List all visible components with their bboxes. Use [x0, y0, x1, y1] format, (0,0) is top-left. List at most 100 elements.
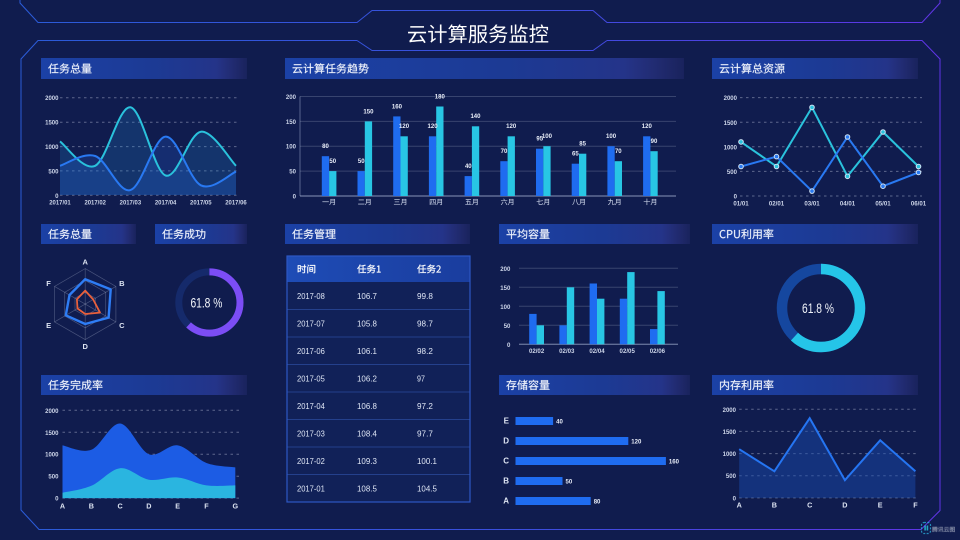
svg-text:D: D — [146, 501, 151, 510]
svg-text:C: C — [119, 321, 125, 330]
svg-text:160: 160 — [669, 459, 679, 466]
svg-text:C: C — [503, 457, 509, 466]
svg-text:70: 70 — [615, 148, 622, 155]
svg-text:180: 180 — [435, 93, 445, 100]
svg-text:106.7: 106.7 — [357, 291, 377, 301]
svg-text:500: 500 — [727, 169, 737, 176]
svg-text:0: 0 — [733, 495, 737, 502]
svg-text:2017-04: 2017-04 — [297, 401, 325, 411]
svg-text:105.8: 105.8 — [357, 318, 377, 328]
svg-text:200: 200 — [500, 266, 510, 273]
svg-text:50: 50 — [329, 158, 336, 165]
svg-text:80: 80 — [594, 499, 601, 506]
svg-text:0: 0 — [734, 194, 738, 201]
svg-text:150: 150 — [363, 108, 373, 115]
svg-text:40: 40 — [465, 163, 472, 170]
svg-text:500: 500 — [726, 473, 736, 480]
svg-text:D: D — [842, 501, 847, 510]
svg-text:120: 120 — [642, 123, 652, 130]
svg-text:2000: 2000 — [45, 408, 59, 415]
svg-text:01/01: 01/01 — [733, 200, 748, 207]
svg-text:65: 65 — [572, 151, 579, 158]
svg-text:150: 150 — [500, 285, 510, 292]
svg-text:F: F — [46, 279, 51, 288]
svg-text:05/01: 05/01 — [875, 200, 890, 207]
svg-text:98.7: 98.7 — [417, 318, 433, 328]
svg-text:1500: 1500 — [45, 430, 59, 437]
svg-text:85: 85 — [579, 141, 586, 148]
svg-text:02/05: 02/05 — [620, 348, 635, 355]
svg-text:2017-03: 2017-03 — [297, 428, 325, 438]
svg-text:100: 100 — [500, 304, 510, 311]
svg-text:2017/06: 2017/06 — [225, 199, 247, 206]
svg-text:0: 0 — [55, 193, 59, 200]
svg-text:120: 120 — [631, 439, 641, 446]
svg-text:E: E — [878, 501, 883, 510]
svg-text:104.5: 104.5 — [417, 483, 437, 493]
svg-text:2017/01: 2017/01 — [49, 199, 71, 206]
svg-text:02/04: 02/04 — [589, 348, 604, 355]
svg-text:100: 100 — [286, 144, 296, 151]
svg-text:50: 50 — [566, 479, 573, 486]
svg-text:90: 90 — [651, 138, 658, 145]
svg-text:97: 97 — [417, 373, 425, 383]
svg-text:02/02: 02/02 — [529, 348, 544, 355]
svg-text:2017-01: 2017-01 — [297, 483, 325, 493]
svg-text:150: 150 — [286, 119, 296, 126]
svg-text:50: 50 — [358, 158, 365, 165]
svg-text:100: 100 — [542, 133, 552, 140]
svg-text:50: 50 — [289, 169, 296, 176]
svg-text:2017-05: 2017-05 — [297, 373, 325, 383]
svg-text:1000: 1000 — [45, 144, 59, 151]
svg-text:1000: 1000 — [45, 452, 59, 459]
svg-text:02/03: 02/03 — [559, 348, 574, 355]
svg-text:108.4: 108.4 — [357, 428, 377, 438]
svg-text:A: A — [737, 501, 742, 510]
svg-text:106.1: 106.1 — [357, 346, 377, 356]
svg-text:06/01: 06/01 — [911, 200, 926, 207]
svg-text:120: 120 — [428, 123, 438, 130]
svg-text:2000: 2000 — [45, 95, 59, 102]
svg-text:2017/02: 2017/02 — [84, 199, 106, 206]
svg-text:0: 0 — [507, 342, 511, 349]
svg-text:120: 120 — [506, 123, 516, 130]
svg-text:97.2: 97.2 — [417, 401, 433, 411]
svg-text:B: B — [503, 477, 509, 486]
svg-text:100: 100 — [606, 133, 616, 140]
svg-text:106.2: 106.2 — [357, 373, 377, 383]
svg-text:61.8 %: 61.8 % — [802, 300, 834, 316]
svg-text:2017-02: 2017-02 — [297, 456, 325, 466]
svg-text:03/01: 03/01 — [804, 200, 819, 207]
svg-text:E: E — [175, 501, 180, 510]
svg-text:40: 40 — [556, 419, 563, 426]
svg-text:2000: 2000 — [724, 95, 738, 102]
svg-text:02/01: 02/01 — [769, 200, 784, 207]
svg-text:2017/04: 2017/04 — [155, 199, 177, 206]
svg-text:C: C — [117, 501, 122, 510]
svg-text:0: 0 — [55, 496, 59, 503]
svg-text:E: E — [504, 417, 510, 426]
svg-text:108.5: 108.5 — [357, 483, 377, 493]
svg-text:0: 0 — [293, 193, 297, 200]
svg-text:A: A — [60, 501, 65, 510]
svg-text:E: E — [46, 321, 51, 330]
svg-text:1500: 1500 — [724, 120, 738, 127]
svg-text:F: F — [913, 501, 918, 510]
svg-text:500: 500 — [48, 474, 58, 481]
svg-text:D: D — [503, 437, 509, 446]
svg-text:1500: 1500 — [723, 429, 737, 436]
svg-text:A: A — [82, 258, 88, 267]
svg-text:B: B — [772, 501, 777, 510]
svg-text:98.2: 98.2 — [417, 346, 433, 356]
svg-text:C: C — [807, 501, 812, 510]
svg-text:D: D — [82, 342, 88, 351]
svg-text:B: B — [89, 501, 94, 510]
svg-text:F: F — [204, 501, 209, 510]
svg-text:200: 200 — [286, 94, 296, 101]
svg-text:99.8: 99.8 — [417, 291, 433, 301]
svg-text:1500: 1500 — [45, 120, 59, 127]
svg-text:70: 70 — [501, 148, 508, 155]
svg-text:500: 500 — [48, 168, 58, 175]
svg-text:2000: 2000 — [723, 407, 737, 414]
svg-text:B: B — [119, 279, 125, 288]
